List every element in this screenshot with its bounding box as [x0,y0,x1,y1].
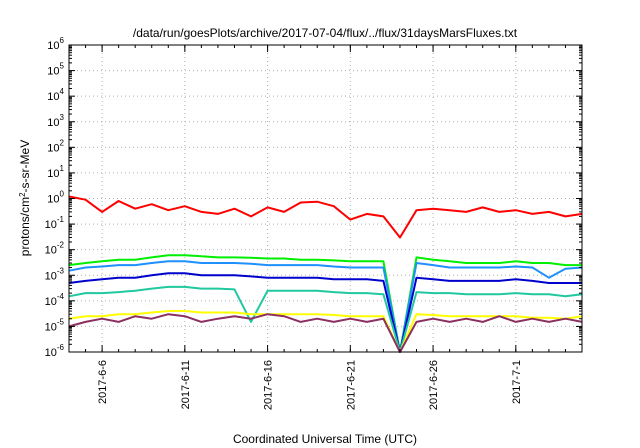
grid [69,45,582,352]
y-tick-exp: 0 [60,190,65,199]
x-tick-label: 2017-6-11 [180,360,192,409]
series-line-4 [68,272,582,353]
series-line-3 [68,260,583,353]
y-tick-base: 10 [47,117,59,129]
y-tick-label: 10-6 [45,343,65,359]
y-tick-base: 10 [47,142,59,154]
series-line-7 [68,313,583,353]
y-tick-exp: 5 [60,62,65,71]
x-tick-label: 2017-7-1 [511,360,523,404]
x-tick-label: 2017-6-6 [97,360,109,404]
chart-title: /data/run/goesPlots/archive/2017-07-04/f… [133,26,518,40]
y-tick-base: 10 [45,219,57,231]
y-tick-label: 10-5 [45,317,65,333]
series-group [68,195,583,353]
y-tick-base: 10 [45,245,57,257]
y-tick-exp: -5 [57,317,65,326]
x-tick-label: 2017-6-26 [428,360,440,410]
y-tick-exp: 6 [60,36,65,45]
y-tick-exp: -2 [57,241,65,250]
y-tick-exp: -4 [57,292,65,301]
y-axis: 10-610-510-410-310-210-11001011021031041… [45,36,582,359]
y-tick-label: 102 [47,138,64,154]
x-axis-label: Coordinated Universal Time (UTC) [233,432,417,446]
y-axis-label-suffix: -s-sr-MeV [18,140,32,193]
y-tick-base: 10 [47,194,59,206]
y-tick-exp: 4 [60,87,65,96]
y-tick-exp: -6 [57,343,65,352]
y-axis-label: protons/cm2-s-sr-MeV [18,140,33,256]
y-tick-exp: -1 [57,215,65,224]
y-tick-base: 10 [45,347,57,359]
y-tick-base: 10 [47,40,59,52]
x-tick-label: 2017-6-21 [345,360,357,410]
y-axis-label-prefix: protons/cm [18,197,32,256]
y-tick-base: 10 [47,168,59,180]
y-tick-label: 106 [47,36,64,52]
y-tick-label: 10-1 [45,215,65,231]
y-tick-base: 10 [45,296,57,308]
y-tick-base: 10 [47,91,59,103]
y-tick-label: 100 [47,190,64,206]
x-axis: 2017-6-6 2017-6-11 2017-6-16 2017-6-21 2017-… [68,45,583,410]
y-tick-exp: 3 [60,113,65,122]
y-tick-label: 101 [47,164,64,180]
y-tick-label: 103 [47,113,64,129]
y-tick-base: 10 [47,66,59,78]
y-tick-label: 10-2 [45,241,65,257]
y-tick-exp: -3 [57,266,65,275]
y-tick-exp: 2 [60,138,65,147]
series-line-1 [68,195,583,239]
series-line-2 [68,254,582,353]
y-tick-base: 10 [45,321,57,333]
y-tick-label: 104 [47,87,64,103]
y-tick-label: 105 [47,62,64,78]
series-line-5 [68,285,583,353]
y-tick-label: 10-4 [45,292,65,308]
y-tick-exp: 1 [60,164,65,173]
y-axis-label-sup: 2 [18,192,27,197]
x-tick-label: 2017-6-16 [263,360,275,410]
y-tick-base: 10 [45,270,57,282]
y-tick-label: 10-3 [45,266,65,282]
